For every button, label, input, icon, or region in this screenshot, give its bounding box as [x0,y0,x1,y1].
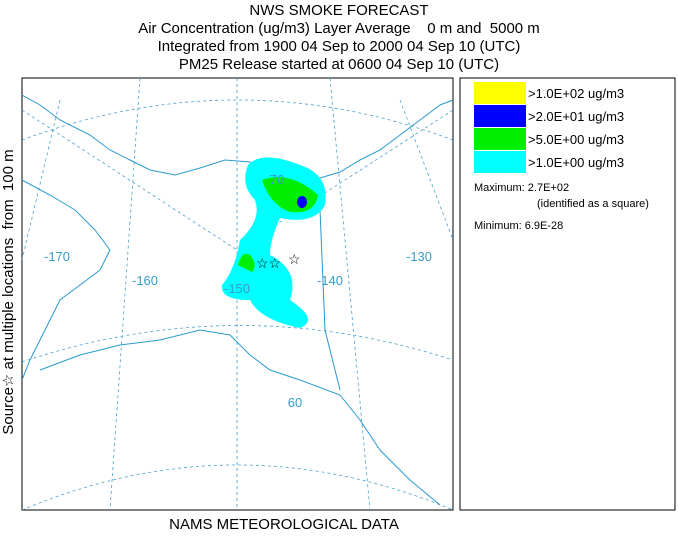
side-label: Source☆ at multiple locations from 100 m [0,149,17,434]
graticule-label: -170 [44,249,70,264]
footer: NAMS METEOROLOGICAL DATA [169,516,399,532]
legend-label: >1.0E+02 ug/m3 [528,86,624,101]
graticule-label: 60 [288,395,302,410]
legend: >1.0E+02 ug/m3 >2.0E+01 ug/m3 >5.0E+00 ug/… [474,82,624,173]
legend-label: >5.0E+00 ug/m3 [528,132,624,147]
plume-region [238,253,255,272]
graticule [22,99,453,510]
legend-swatch [474,82,526,104]
coastline [22,94,453,506]
plume-region [297,196,307,208]
title: NWS SMOKE FORECAST [249,2,428,19]
graticule-label: -130 [406,249,432,264]
legend-swatch [474,128,526,150]
subtitle: PM25 Release started at 0600 04 Sep 10 (… [179,56,499,73]
maximum: Maximum: 2.7E+02 [474,182,569,194]
graticule-label: 70 [270,172,284,187]
minimum: Minimum: 6.9E-28 [474,220,563,232]
legend-swatch [474,105,526,127]
max-note: (identified as a square) [537,198,649,210]
graticule-label: -160 [132,273,158,288]
legend-label: >1.0E+00 ug/m3 [528,155,624,170]
source-marker: ☆ [288,251,301,267]
subtitle: Integrated from 1900 04 Sep to 2000 04 S… [158,38,521,55]
graticule-label: -140 [317,273,343,288]
subtitle: Air Concentration (ug/m3) Layer Average … [138,20,540,37]
graticule-label: -150 [224,281,250,296]
source-marker: ☆☆ [256,255,281,271]
map: ☆☆ ☆ -170 -160 -150 -140 -130 70 60 [21,77,454,511]
legend-label: >2.0E+01 ug/m3 [528,109,624,124]
legend-swatch [474,151,526,173]
